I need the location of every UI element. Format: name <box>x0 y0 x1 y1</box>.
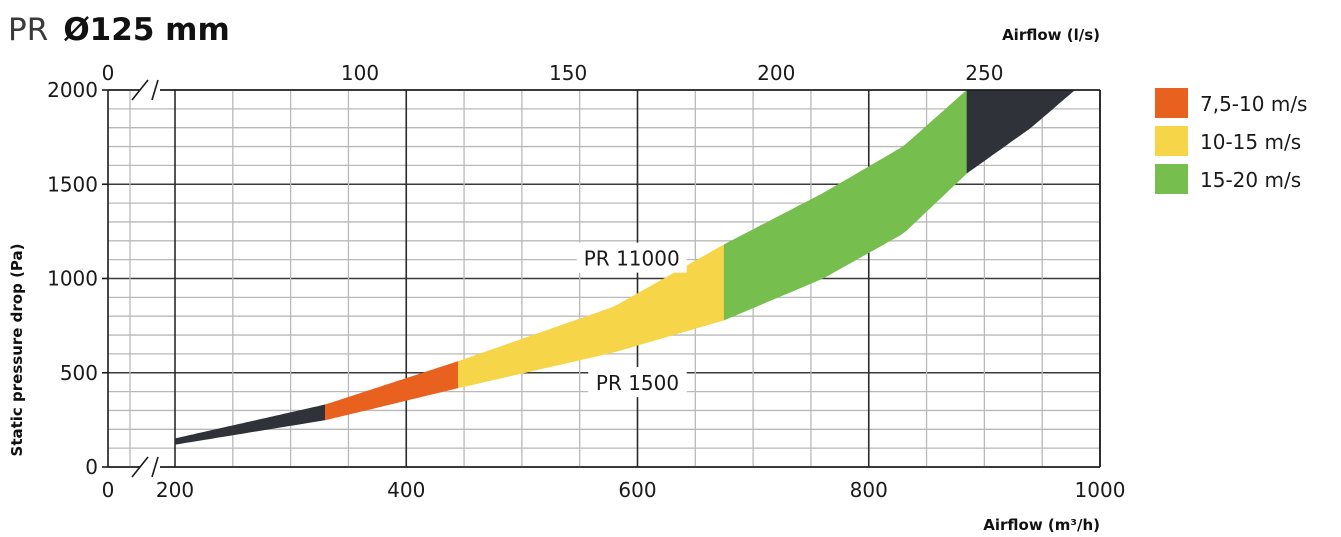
curve-label-upper: PR 11000 <box>584 247 680 271</box>
y-tick-label: 1500 <box>47 172 98 196</box>
legend-swatch <box>1155 126 1188 156</box>
legend-label: 7,5-10 m/s <box>1200 92 1307 116</box>
y-tick-label: 500 <box>60 361 98 385</box>
axis-break-mark <box>151 456 159 478</box>
axis-break-mark <box>151 79 159 101</box>
legend: 7,5-10 m/s 10-15 m/s 15-20 m/s <box>1155 88 1307 194</box>
x-bottom-tick-label: 600 <box>618 478 656 502</box>
x-bottom-tick-label: 200 <box>156 478 194 502</box>
y-tick-label: 0 <box>85 455 98 479</box>
curve-labels: PR 11000 PR 1500 <box>576 242 687 398</box>
band-segment <box>324 360 459 421</box>
legend-swatch <box>1155 164 1188 194</box>
title-main: Ø125 mm <box>63 12 229 48</box>
airflow-band <box>174 89 1076 445</box>
chart-title: PR Ø125 mm <box>8 12 230 48</box>
x-top-tick-label: 200 <box>757 61 795 85</box>
y-tick-label: 1000 <box>47 267 98 291</box>
title-prefix: PR <box>8 12 48 48</box>
legend-swatch <box>1155 88 1188 118</box>
y-tick-label: 2000 <box>47 78 98 102</box>
x-top-break-label: 0 <box>102 61 115 85</box>
curve-label-lower: PR 1500 <box>596 371 679 395</box>
x-bottom-tick-label: 1000 <box>1075 478 1126 502</box>
axis-break-mark <box>131 456 149 478</box>
x-top-axis-title: Airflow (l/s) <box>1002 26 1100 44</box>
x-top-tick-label: 100 <box>341 61 379 85</box>
x-top-tick-label: 250 <box>965 61 1003 85</box>
x-bottom-tick-label: 400 <box>387 478 425 502</box>
axis-frame <box>102 79 1101 478</box>
legend-label: 10-15 m/s <box>1200 130 1301 154</box>
x-bottom-tick-label: 800 <box>850 478 888 502</box>
y-axis-title: Static pressure drop (Pa) <box>8 244 26 457</box>
legend-label: 15-20 m/s <box>1200 168 1301 192</box>
x-bottom-axis-title: Airflow (m³/h) <box>983 516 1100 534</box>
grid <box>108 89 1101 468</box>
x-bottom-break-label: 0 <box>102 478 115 502</box>
band-segment <box>966 89 1076 174</box>
curve-label-upper-bg <box>576 242 687 273</box>
curve-label-lower-bg <box>588 367 687 398</box>
band-segment <box>723 89 968 321</box>
axis-break-mark <box>131 79 149 101</box>
x-top-tick-label: 150 <box>549 61 587 85</box>
